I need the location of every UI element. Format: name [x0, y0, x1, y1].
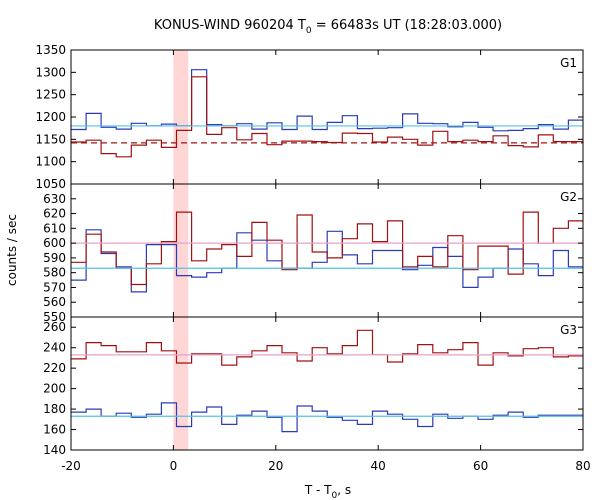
y-tick-label: 1300 — [35, 65, 66, 79]
count-rate-histogram — [71, 69, 583, 132]
x-tick-label: 0 — [170, 459, 178, 473]
x-tick-label: 60 — [473, 459, 488, 473]
panels-layer: 1050110011501200125013001350G15505605705… — [35, 43, 584, 457]
y-tick-label: 140 — [43, 443, 66, 457]
trigger-highlight-band — [173, 50, 189, 184]
y-tick-label: 620 — [43, 207, 66, 221]
panel-plot-area — [71, 329, 583, 433]
chart-title: KONUS-WIND 960204 T0 = 66483s UT (18:28:… — [154, 18, 502, 36]
panel-plot-area — [71, 69, 583, 158]
panel-g3: 140 160 180 200 220 240 260 G3 — [43, 316, 584, 457]
y-tick-label: 1200 — [35, 110, 66, 124]
panel-label: G3 — [560, 323, 577, 337]
x-tick-label: 80 — [575, 459, 590, 473]
count-rate-histogram — [71, 196, 583, 286]
trigger-highlight-band — [173, 317, 189, 450]
count-rate-histogram — [71, 402, 583, 433]
y-tick-label: 570 — [43, 280, 66, 294]
panel-label: G2 — [560, 190, 577, 204]
panel-frame — [70, 316, 584, 451]
y-tick-label: 590 — [43, 251, 66, 265]
panel-label: G1 — [560, 56, 577, 70]
count-rate-histogram — [71, 229, 583, 293]
y-tick-label: 1250 — [35, 88, 66, 102]
panel-g1: 1050 1100 1150 1200 1250 1300 1350 G1 — [35, 43, 584, 191]
y-tick-label: 610 — [43, 221, 66, 235]
y-tick-label: 580 — [43, 266, 66, 280]
y-tick-label: 560 — [43, 295, 66, 309]
count-rate-histogram — [71, 76, 583, 158]
x-axis: -20 0 20 40 60 80 — [61, 459, 590, 473]
x-tick-label: 40 — [371, 459, 386, 473]
y-tick-label: 550 — [43, 310, 66, 324]
x-tick-label: -20 — [61, 459, 81, 473]
y-tick-label: 630 — [43, 192, 66, 206]
y-axis-label: counts / sec — [5, 214, 19, 286]
y-tick-label: 160 — [43, 423, 66, 437]
x-axis-label: T - T0, s — [304, 483, 351, 500]
panel-plot-area — [71, 196, 583, 293]
count-rate-histogram — [71, 329, 583, 366]
y-tick-label: 260 — [43, 320, 66, 334]
y-tick-label: 240 — [43, 341, 66, 355]
y-tick-label: 1150 — [35, 132, 66, 146]
y-tick-label: 600 — [43, 236, 66, 250]
trigger-highlight-band — [173, 184, 189, 317]
y-tick-label: 1100 — [35, 155, 66, 169]
y-tick-label: 180 — [43, 402, 66, 416]
y-tick-label: 220 — [43, 361, 66, 375]
x-tick-label: 20 — [268, 459, 283, 473]
y-tick-label: 1350 — [35, 43, 66, 57]
y-tick-label: 200 — [43, 382, 66, 396]
y-tick-label: 1050 — [35, 177, 66, 191]
panel-frame — [70, 49, 584, 185]
